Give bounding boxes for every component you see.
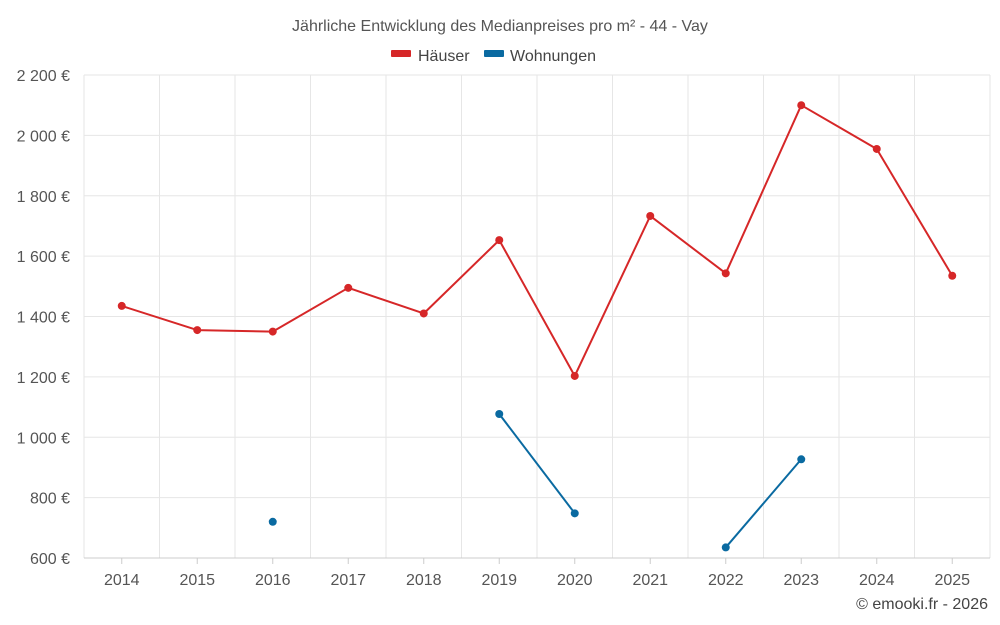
data-point[interactable] [948,271,957,280]
data-point[interactable] [570,509,579,518]
grid [83,74,991,559]
y-tick-label: 600 € [30,551,70,568]
x-tick-label: 2020 [557,572,593,589]
x-tick-label: 2016 [255,572,291,589]
legend-item-haeuser[interactable]: Häuser [391,48,470,65]
y-tick-label: 2 000 € [17,128,70,145]
y-tick-label: 800 € [30,491,70,508]
legend-item-wohnungen[interactable]: Wohnungen [484,48,596,65]
data-point[interactable] [872,144,881,153]
y-tick-label: 2 200 € [17,68,70,85]
data-point[interactable] [117,301,126,310]
data-point[interactable] [268,327,277,336]
y-axis: 600 € 800 € 1 000 € 1 200 € 1 400 € 1 600 € 1 … [17,68,70,568]
x-tick-label: 2015 [179,572,215,589]
x-tick-label: 2021 [632,572,668,589]
y-tick-label: 1 800 € [17,189,70,206]
x-tick-label: 2024 [859,572,895,589]
series-line [121,104,954,377]
x-tick-label: 2017 [330,572,366,589]
legend-label-wohnungen: Wohnungen [510,48,596,65]
x-tick-label: 2025 [934,572,970,589]
legend-swatch-wohnungen [484,50,504,57]
legend-label-haeuser: Häuser [418,48,470,65]
data-point[interactable] [721,543,730,552]
series-line [724,458,803,549]
x-tick-label: 2014 [104,572,140,589]
data-point[interactable] [344,283,353,292]
x-tick-label: 2018 [406,572,442,589]
y-tick-label: 1 200 € [17,370,70,387]
y-tick-label: 1 000 € [17,430,70,447]
data-point[interactable] [797,101,806,110]
x-tick-label: 2022 [708,572,744,589]
data-point[interactable] [495,410,504,419]
x-axis: 2014 2015 2016 2017 2018 2019 2020 2021 2022 2023… [84,557,990,589]
series-wohnungen [268,410,806,552]
data-point[interactable] [419,309,428,318]
series-line [498,413,576,514]
x-tick-label: 2019 [481,572,517,589]
data-point[interactable] [646,211,655,220]
legend-swatch-haeuser [391,50,411,57]
data-point[interactable] [268,517,277,526]
series-häuser [117,101,957,380]
y-tick-label: 1 600 € [17,249,70,266]
chart-title: Jährliche Entwicklung des Medianpreises … [292,18,708,35]
data-point[interactable] [721,269,730,278]
series [117,101,957,552]
y-tick-label: 1 400 € [17,310,70,327]
data-point[interactable] [495,236,504,245]
x-tick-label: 2023 [783,572,819,589]
legend: Häuser Wohnungen [391,48,596,65]
data-point[interactable] [193,326,202,335]
data-point[interactable] [797,455,806,464]
credit-text: © emooki.fr - 2026 [856,596,988,613]
data-point[interactable] [570,371,579,380]
